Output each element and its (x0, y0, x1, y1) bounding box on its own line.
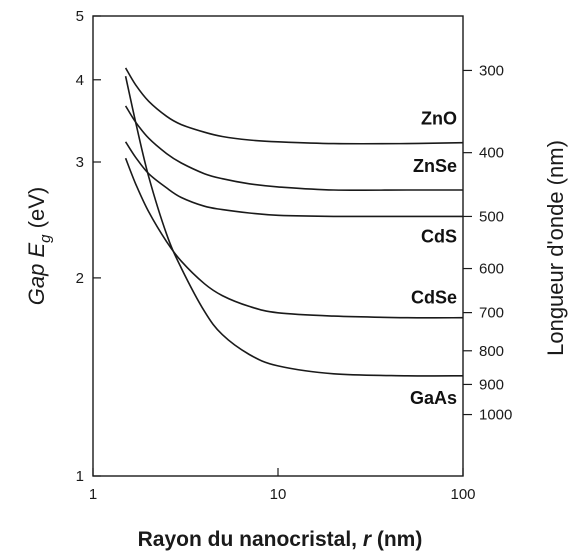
y2-tick-label: 1000 (479, 407, 512, 424)
y-tick-label: 2 (76, 270, 84, 287)
y2-tick-label: 900 (479, 376, 504, 393)
series-curve-zno (124, 67, 464, 145)
series-labels: ZnO ZnSe CdS CdSe GaAs (410, 109, 457, 408)
y2-axis-title: Longueur d'onde (nm) (543, 140, 568, 356)
series-label-zno: ZnO (421, 109, 457, 129)
series-label-gaas: GaAs (410, 388, 457, 408)
y2-tick-label: 800 (479, 343, 504, 360)
series-curve-cds (124, 141, 463, 218)
y-axis: 1 2 3 4 5 (76, 8, 101, 485)
series-label-cds: CdS (421, 226, 457, 246)
plot-frame (92, 15, 464, 477)
x-tick-label: 1 (89, 486, 97, 503)
y-tick-label: 5 (76, 8, 84, 25)
x-axis-title-main: Rayon du nanocristal, (138, 528, 363, 551)
y-tick-label: 4 (76, 72, 84, 89)
y-axis-title-subscript: g (37, 234, 54, 243)
y-axis-title: Gap Eg (eV) (24, 187, 54, 305)
x-axis-title-var: r (363, 528, 373, 551)
series-curve-cdse (124, 157, 464, 319)
x-axis-title-unit: (nm) (371, 528, 422, 551)
series-label-znse: ZnSe (413, 156, 457, 176)
y-tick-label: 1 (76, 468, 84, 485)
y-axis-title-italic: Gap E (24, 243, 49, 306)
x-tick-label: 100 (450, 486, 475, 503)
y2-tick-label: 700 (479, 305, 504, 322)
series-curve-gaas (124, 76, 464, 377)
y-axis-title-unit: (eV) (24, 187, 49, 235)
y-tick-label: 3 (76, 154, 84, 171)
x-axis: 1 10 100 (89, 468, 476, 503)
series-label-cdse: CdSe (411, 288, 457, 308)
x-axis-title: Rayon du nanocristal, r (nm) (138, 528, 423, 551)
y2-tick-label: 400 (479, 145, 504, 162)
series-curve-znse (124, 105, 463, 192)
y2-tick-label: 600 (479, 261, 504, 278)
series-curves (124, 67, 464, 377)
y2-tick-label: 300 (479, 62, 504, 79)
y2-axis: 300 400 500 600 700 800 900 1000 (463, 62, 512, 424)
x-tick-label: 10 (270, 486, 287, 503)
y2-tick-label: 500 (479, 208, 504, 225)
